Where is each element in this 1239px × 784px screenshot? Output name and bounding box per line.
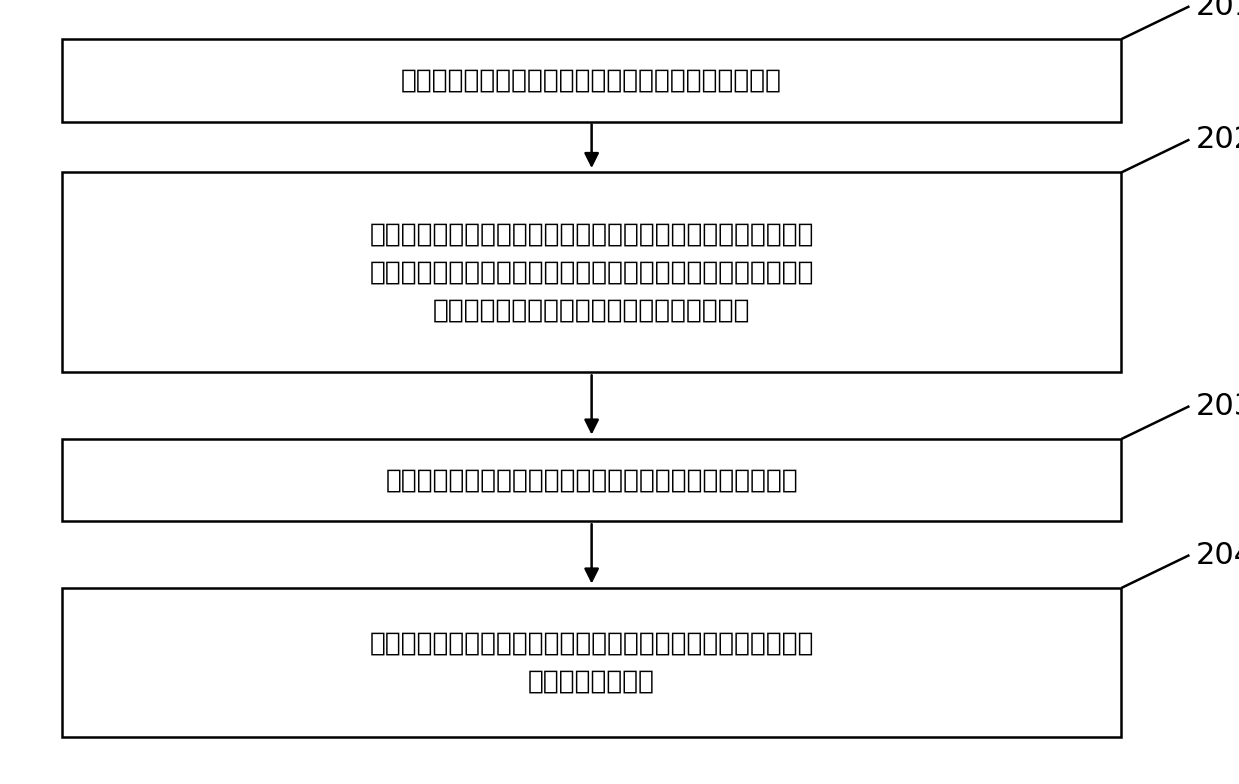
Bar xyxy=(62,588,1121,737)
Bar xyxy=(62,39,1121,122)
Text: 当所述可用度满足预设条件时，确定所述样本对中的未标注样本
为需要标注的样本: 当所述可用度满足预设条件时，确定所述样本对中的未标注样本 为需要标注的样本 xyxy=(369,630,814,695)
Text: 201: 201 xyxy=(1196,0,1239,20)
Text: 204: 204 xyxy=(1196,541,1239,569)
Text: 202: 202 xyxy=(1196,125,1239,154)
Text: 将所述样本对中的未标注样本和已标注样本分别作为样本评估模
型的两路输入，获得所述样本评估模型的输出结果；所述样本评
估模型用于确定两路输入的样本之间的相似度: 将所述样本对中的未标注样本和已标注样本分别作为样本评估模 型的两路输入，获得所述… xyxy=(369,221,814,324)
Bar xyxy=(62,172,1121,372)
Text: 获取样本对，所述样本对包括未标注样本和已标注样本: 获取样本对，所述样本对包括未标注样本和已标注样本 xyxy=(401,67,782,93)
Text: 根据所述输出结果确定所述样本对中的未标注样本的可用度: 根据所述输出结果确定所述样本对中的未标注样本的可用度 xyxy=(385,467,798,493)
Text: 203: 203 xyxy=(1196,392,1239,420)
Bar xyxy=(62,439,1121,521)
